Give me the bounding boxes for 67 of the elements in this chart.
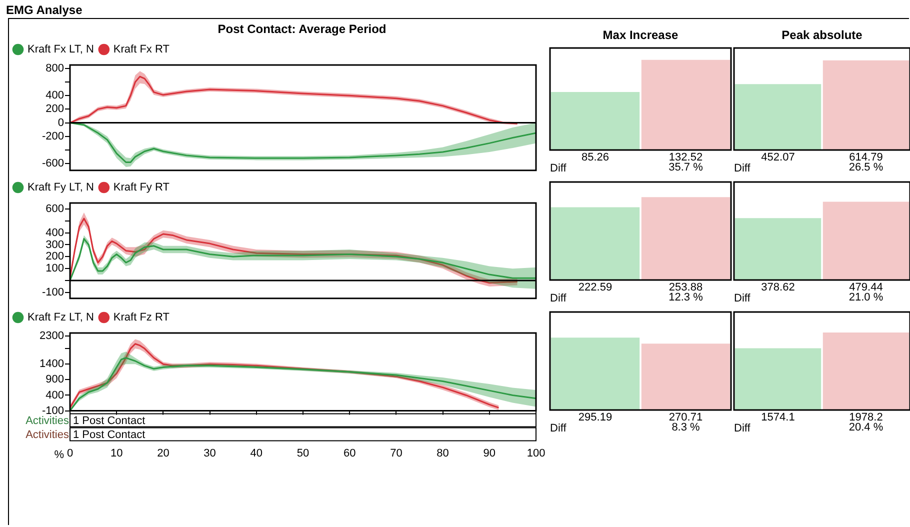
text: 20.4 % — [848, 422, 884, 434]
y-tick-label: 800 — [46, 62, 64, 74]
chart-title: Max Increase — [602, 28, 680, 42]
text: 26.5 % — [848, 162, 884, 174]
legend-label: Kraft Fx RT — [113, 44, 170, 56]
x-axis-title: % — [54, 448, 64, 461]
x-tick-label: 30 — [204, 447, 216, 460]
data-label: 270.71 — [668, 412, 703, 424]
x-tick-label: 70 — [390, 447, 402, 460]
y-tick-label: -100 — [42, 404, 64, 417]
data-label: 295.19 — [578, 412, 612, 424]
chart-title: EMG Analyse — [6, 3, 82, 17]
text: Diff — [550, 292, 568, 305]
legend-label: Kraft Fy RT — [113, 182, 170, 194]
x-tick-label: 10 — [110, 447, 123, 460]
y-tick-label: -200 — [42, 130, 64, 142]
text: 12.3 % — [668, 292, 704, 304]
y-tick-label: 400 — [46, 90, 64, 102]
text: Diff — [734, 292, 752, 305]
data-label: 1574.1 — [761, 412, 795, 424]
y-tick-label: 200 — [46, 250, 64, 263]
data-label: 132.52 — [668, 152, 703, 164]
text: 35.7 % — [668, 162, 704, 174]
text: Diff — [550, 162, 568, 175]
y-tick-label: 400 — [46, 389, 64, 402]
text: Activities — [26, 428, 70, 441]
y-tick-label: 900 — [46, 374, 64, 386]
data-label: 85.26 — [581, 152, 610, 164]
text: Diff — [734, 162, 752, 175]
data-label: 1978.2 — [849, 412, 883, 424]
x-tick-label: 40 — [250, 447, 263, 460]
text: 1 Post Contact — [73, 414, 146, 427]
y-tick-label: 600 — [46, 202, 64, 215]
y-tick-label: 1400 — [40, 358, 64, 370]
legend-label: Kraft Fx LT, N — [28, 44, 94, 56]
text: 21.0 % — [848, 292, 884, 304]
y-tick-label: 100 — [46, 262, 64, 275]
text: Activities — [26, 414, 70, 427]
x-tick-label: 80 — [436, 447, 449, 460]
data-label: 222.59 — [578, 282, 612, 294]
text: Diff — [550, 422, 568, 435]
x-tick-label: 60 — [343, 447, 356, 460]
y-tick-label: 300 — [46, 238, 64, 251]
legend-label: Kraft Fz LT, N — [28, 312, 94, 324]
x-tick-label: 90 — [483, 447, 496, 460]
legend-label: Kraft Fz RT — [113, 312, 170, 324]
legend-label: Kraft Fy LT, N — [28, 182, 94, 194]
y-tick-label: -100 — [42, 286, 64, 298]
data-label: 452.07 — [761, 152, 795, 164]
y-tick-label: 2300 — [40, 330, 64, 342]
data-label: 614.79 — [849, 152, 883, 164]
text: Diff — [734, 422, 752, 435]
x-tick-label: 0 — [66, 447, 74, 460]
data-label: 479.44 — [849, 282, 883, 294]
y-tick-label: 200 — [46, 103, 64, 116]
chart-title: Peak absolute — [780, 28, 864, 42]
data-label: 253.88 — [668, 282, 703, 294]
x-tick-label: 100 — [526, 447, 546, 460]
text: 8.3 % — [672, 422, 700, 434]
data-label: 378.62 — [761, 282, 795, 294]
chart-subtitle: Post Contact: Average Period — [216, 22, 388, 36]
x-tick-label: 20 — [157, 447, 170, 460]
text: 1 Post Contact — [73, 428, 146, 441]
x-tick-label: 50 — [296, 447, 310, 460]
y-tick-label: 0 — [58, 116, 64, 129]
y-tick-label: 400 — [46, 226, 64, 239]
y-tick-label: -600 — [42, 158, 64, 170]
